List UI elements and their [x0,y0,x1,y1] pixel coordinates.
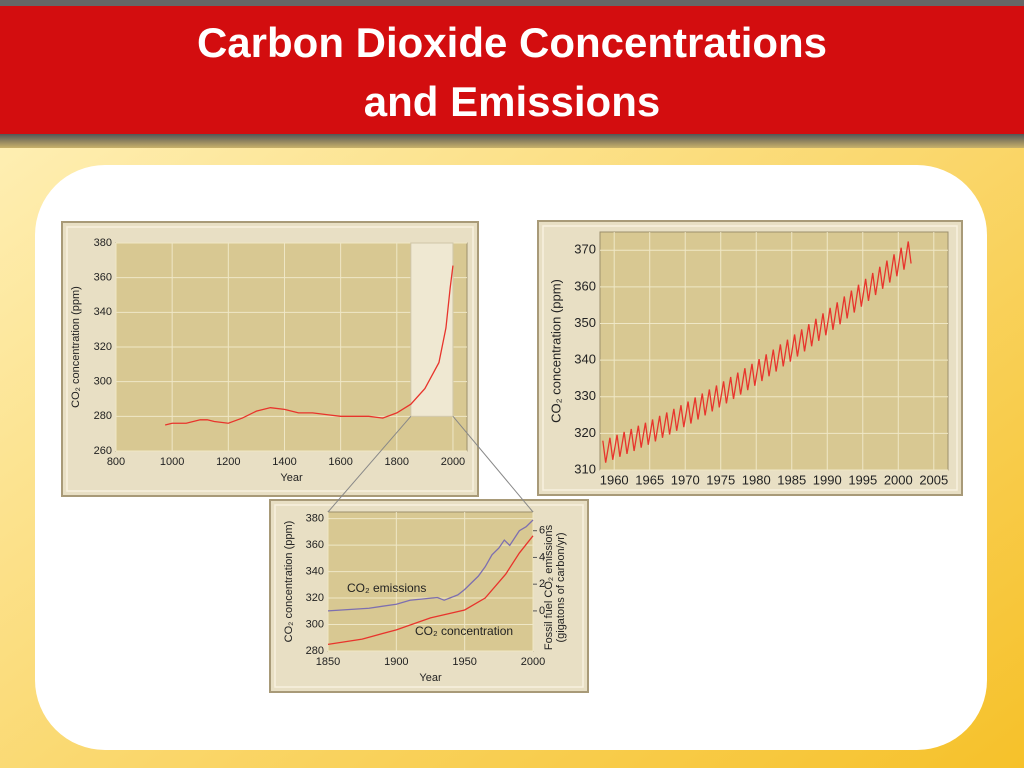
x-tick-label: 1980 [742,472,771,487]
data-line [164,265,454,426]
y2-axis-label: (gigatons of carbon/yr) [555,532,567,642]
y-tick-label: 280 [94,410,112,422]
y2-tick-label: 6 [539,525,545,537]
y-tick-label: 380 [94,237,112,249]
x-tick-label: 2005 [919,472,948,487]
y-tick-label: 260 [94,445,112,457]
x-axis-label: Year [280,472,303,484]
x-tick-label: 1800 [385,456,409,468]
x-tick-label: 800 [107,456,125,468]
slide-title: Carbon Dioxide Concentrations [197,19,827,66]
y2-tick-label: 2 [539,578,545,590]
x-tick-label: 1900 [384,656,408,668]
y-axis-label: CO₂ concentration (ppm) [548,279,563,423]
x-tick-label: 1000 [160,456,184,468]
y2-tick-label: 4 [539,551,545,563]
x-tick-label: 1850 [316,656,340,668]
header-shadow [0,134,1024,148]
y-tick-label: 340 [94,306,112,318]
x-axis-label: Year [419,672,442,684]
y2-axis-label: Fossil fuel CO₂ emissions [543,524,555,650]
data-line [602,241,912,463]
y-tick-label: 320 [94,341,112,353]
connector [327,416,412,513]
x-tick-label: 1985 [777,472,806,487]
y-tick-label: 320 [574,425,596,440]
x-tick-label: 1965 [635,472,664,487]
x-tick-label: 1600 [328,456,352,468]
y2-tick-label: 0 [539,605,545,617]
connector [452,416,534,513]
x-tick-label: 2000 [521,656,545,668]
chart-frame-inner [274,504,584,688]
chart-frame-inner [542,225,958,491]
x-tick-label: 2000 [884,472,913,487]
slide-title: and Emissions [364,78,660,125]
header-border [0,0,1024,6]
data-line [327,519,534,612]
x-tick-label: 1990 [813,472,842,487]
y-tick-label: 280 [306,645,324,657]
x-tick-label: 1970 [671,472,700,487]
y-tick-label: 330 [574,388,596,403]
series-label: CO₂ emissions [347,581,426,595]
y-tick-label: 360 [574,278,596,293]
y-tick-label: 380 [306,513,324,525]
y-tick-label: 360 [306,539,324,551]
y-axis-label: CO₂ concentration (ppm) [70,286,82,408]
y-tick-label: 320 [306,592,324,604]
highlight-region [410,242,454,417]
x-tick-label: 1995 [848,472,877,487]
header [0,6,1024,134]
data-line [327,535,534,646]
x-tick-label: 1400 [272,456,296,468]
y-tick-label: 370 [574,242,596,257]
y-tick-label: 300 [306,618,324,630]
y-axis-label: CO₂ concentration (ppm) [283,521,295,643]
x-tick-label: 1200 [216,456,240,468]
y-tick-label: 300 [94,376,112,388]
x-tick-label: 2000 [441,456,465,468]
y-tick-label: 340 [306,565,324,577]
x-tick-label: 1950 [452,656,476,668]
x-tick-label: 1960 [600,472,629,487]
y-tick-label: 310 [574,461,596,476]
chart-frame-inner [66,226,474,492]
y-tick-label: 350 [574,315,596,330]
y-tick-label: 360 [94,272,112,284]
x-tick-label: 1975 [706,472,735,487]
y-tick-label: 340 [574,352,596,367]
series-label: CO₂ concentration [415,624,513,638]
